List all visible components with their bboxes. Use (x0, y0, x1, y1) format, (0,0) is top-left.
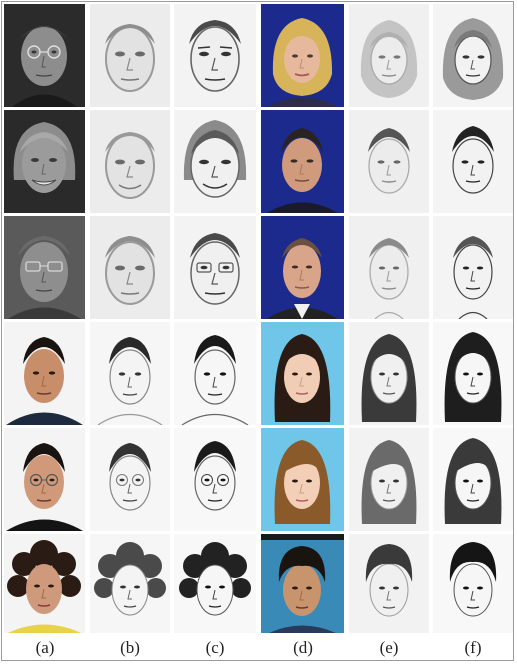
caption-b: (b) (120, 638, 140, 657)
photo-d-row1 (261, 4, 344, 107)
sketch-e-row6 (349, 534, 429, 633)
sketch-e-row5 (349, 428, 429, 531)
sketch-c-row5 (174, 428, 256, 531)
photo-a-row1 (4, 4, 85, 107)
face-photo-icon (261, 534, 344, 633)
face-sketch-icon (433, 216, 513, 319)
sketch-c-row3 (174, 216, 256, 319)
photo-d-row2 (261, 110, 344, 213)
face-sketch-icon (349, 322, 429, 425)
sketch-b-row6 (90, 534, 170, 633)
face-sketch-icon (174, 110, 256, 213)
photo-a-row6 (4, 534, 85, 633)
face-sketch-icon (433, 534, 513, 633)
face-sketch-icon (349, 428, 429, 531)
photo-d-row4 (261, 322, 344, 425)
face-photo-icon (261, 110, 344, 213)
face-sketch-icon (174, 322, 256, 425)
face-sketch-icon (90, 4, 170, 107)
sketch-e-row4 (349, 322, 429, 425)
face-photo-icon (261, 428, 344, 531)
face-sketch-icon (90, 216, 170, 319)
sketch-f-row1 (433, 4, 513, 107)
face-photo-icon (4, 4, 85, 107)
face-sketch-icon (174, 428, 256, 531)
face-sketch-icon (433, 4, 513, 107)
face-sketch-icon (349, 216, 429, 319)
sketch-e-row3 (349, 216, 429, 319)
face-sketch-icon (349, 110, 429, 213)
sketch-f-row4 (433, 322, 513, 425)
sketch-b-row1 (90, 4, 170, 107)
face-photo-icon (261, 322, 344, 425)
face-sketch-icon (174, 4, 256, 107)
sketch-b-row4 (90, 322, 170, 425)
sketch-f-row5 (433, 428, 513, 531)
face-sketch-icon (349, 4, 429, 107)
face-photo-icon (261, 216, 344, 319)
face-sketch-icon (433, 110, 513, 213)
face-photo-icon (4, 322, 85, 425)
caption-a: (a) (35, 638, 55, 657)
photo-d-row5 (261, 428, 344, 531)
face-sketch-icon (349, 534, 429, 633)
face-photo-icon (4, 534, 85, 633)
sketch-e-row2 (349, 110, 429, 213)
face-photo-icon (4, 216, 85, 319)
face-photo-icon (4, 110, 85, 213)
sketch-c-row1 (174, 4, 256, 107)
face-photo-icon (4, 428, 85, 531)
caption-e: (e) (379, 638, 399, 657)
photo-a-row4 (4, 322, 85, 425)
sketch-b-row5 (90, 428, 170, 531)
face-sketch-icon (90, 534, 170, 633)
photo-d-row3 (261, 216, 344, 319)
caption-f: (f) (464, 638, 482, 657)
photo-d-row6 (261, 534, 344, 633)
face-sketch-icon (90, 428, 170, 531)
face-sketch-icon (174, 216, 256, 319)
sketch-f-row6 (433, 534, 513, 633)
photo-a-row5 (4, 428, 85, 531)
face-sketch-icon (90, 110, 170, 213)
sketch-f-row2 (433, 110, 513, 213)
face-sketch-icon (174, 534, 256, 633)
photo-a-row2 (4, 110, 85, 213)
face-photo-icon (261, 4, 344, 107)
face-sketch-icon (433, 428, 513, 531)
caption-d: (d) (293, 638, 313, 657)
sketch-c-row2 (174, 110, 256, 213)
photo-a-row3 (4, 216, 85, 319)
sketch-c-row4 (174, 322, 256, 425)
sketch-e-row1 (349, 4, 429, 107)
sketch-f-row3 (433, 216, 513, 319)
sketch-b-row2 (90, 110, 170, 213)
face-sketch-icon (433, 322, 513, 425)
sketch-b-row3 (90, 216, 170, 319)
caption-c: (c) (205, 638, 225, 657)
face-sketch-icon (90, 322, 170, 425)
sketch-c-row6 (174, 534, 256, 633)
